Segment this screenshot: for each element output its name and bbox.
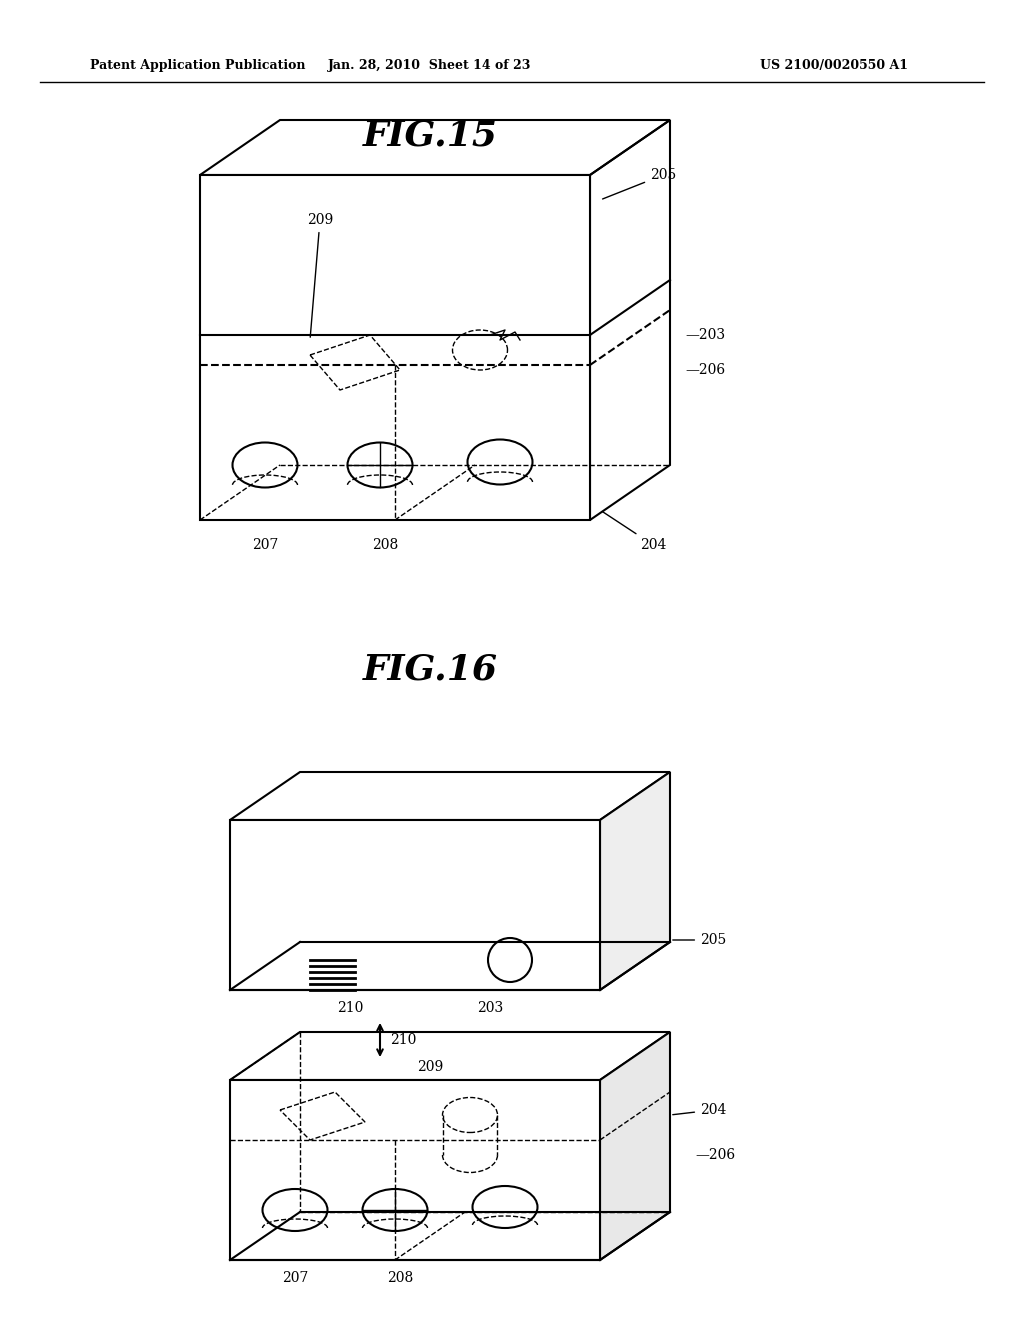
Text: 210: 210 bbox=[390, 1034, 417, 1047]
Polygon shape bbox=[230, 772, 670, 820]
Text: 210: 210 bbox=[337, 1001, 364, 1015]
Text: 209: 209 bbox=[307, 213, 333, 337]
Text: 203: 203 bbox=[477, 1001, 503, 1015]
Text: —203: —203 bbox=[685, 327, 725, 342]
Text: Jan. 28, 2010  Sheet 14 of 23: Jan. 28, 2010 Sheet 14 of 23 bbox=[329, 58, 531, 71]
Polygon shape bbox=[200, 176, 590, 520]
Text: 208: 208 bbox=[387, 1271, 413, 1284]
Text: 204: 204 bbox=[602, 512, 667, 552]
Text: —206: —206 bbox=[695, 1148, 735, 1162]
Polygon shape bbox=[230, 1032, 670, 1080]
Polygon shape bbox=[600, 1032, 670, 1261]
Text: FIG.16: FIG.16 bbox=[362, 653, 498, 686]
Text: 205: 205 bbox=[602, 168, 676, 199]
Text: 208: 208 bbox=[372, 539, 398, 552]
Text: 207: 207 bbox=[252, 539, 279, 552]
Text: —206: —206 bbox=[685, 363, 725, 378]
Text: 204: 204 bbox=[673, 1104, 726, 1117]
Polygon shape bbox=[600, 772, 670, 990]
Text: 207: 207 bbox=[282, 1271, 308, 1284]
Polygon shape bbox=[230, 820, 600, 990]
Text: 205: 205 bbox=[673, 933, 726, 946]
Text: FIG.15: FIG.15 bbox=[362, 117, 498, 152]
Text: 209: 209 bbox=[417, 1060, 443, 1074]
Polygon shape bbox=[230, 1080, 600, 1261]
Text: US 2100/0020550 A1: US 2100/0020550 A1 bbox=[760, 58, 908, 71]
Text: Patent Application Publication: Patent Application Publication bbox=[90, 58, 305, 71]
